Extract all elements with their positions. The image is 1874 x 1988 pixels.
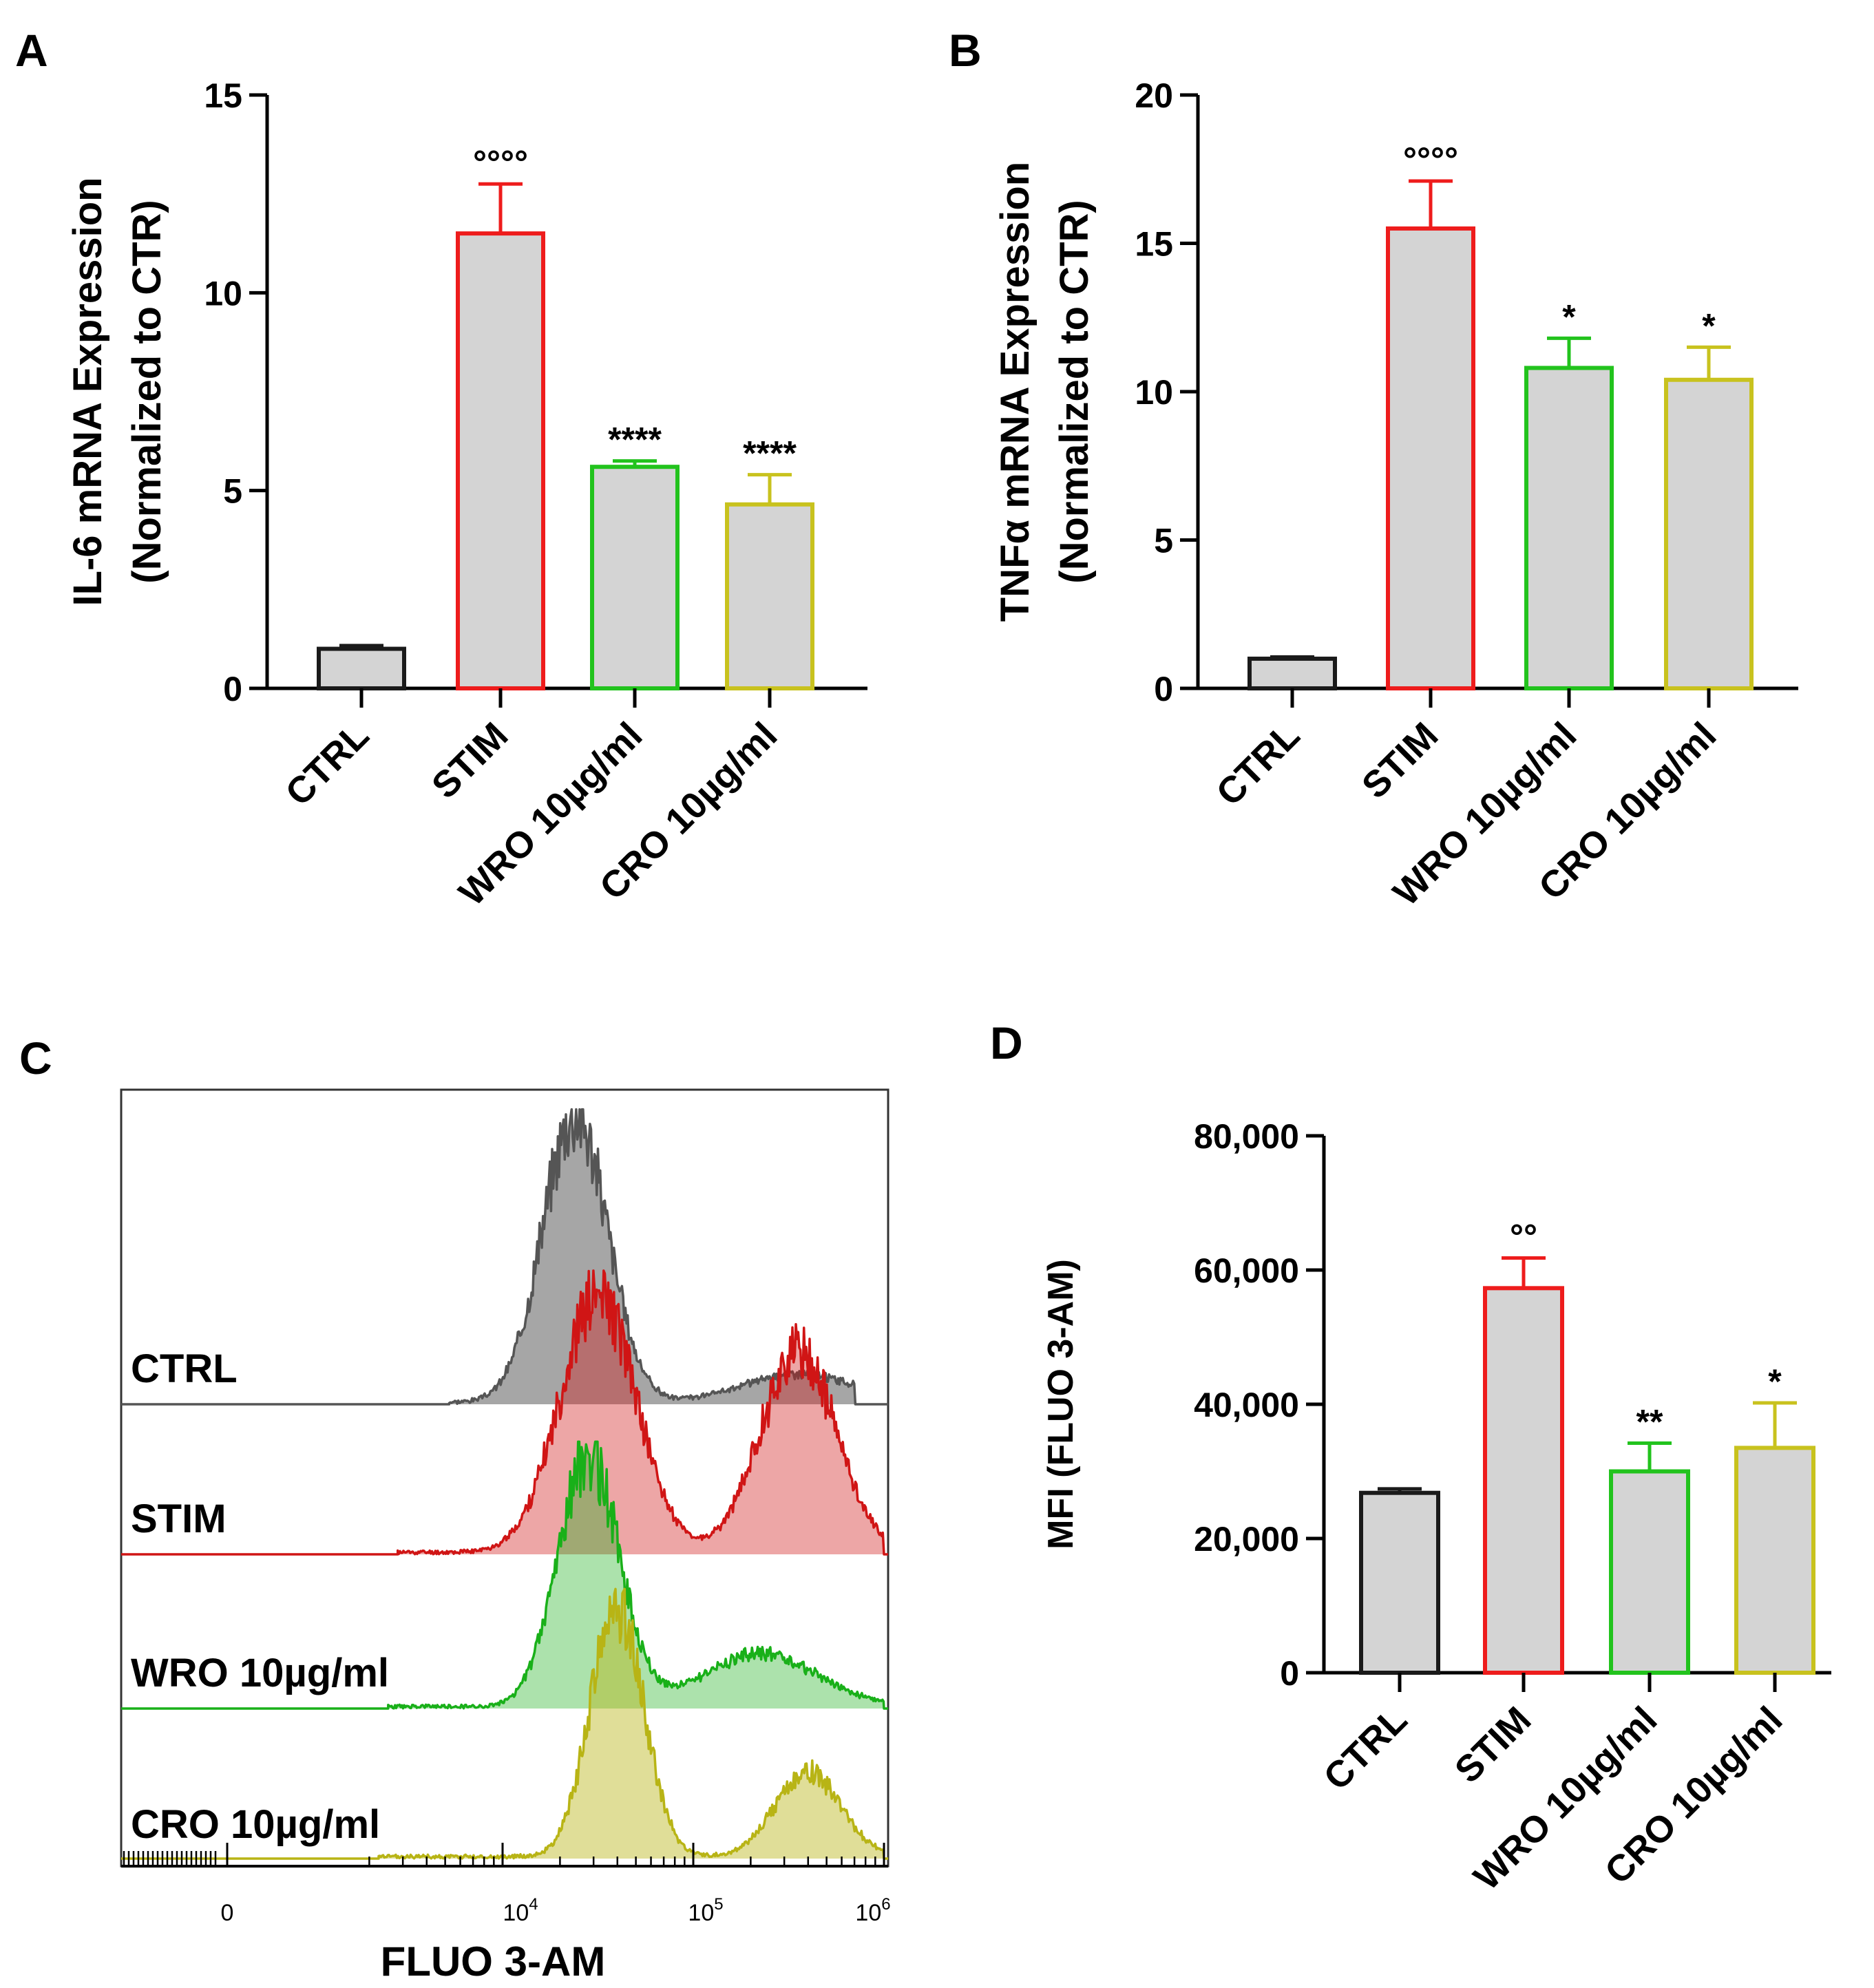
bar-3 <box>1664 377 1754 690</box>
y-tick-label: 0 <box>1280 1654 1299 1693</box>
panel-c-flow-histogram: CTRL STIM WRO 10µg/ml CRO 10µg/ml 0 104 105 106… <box>120 1088 891 1985</box>
y-axis-label: MFI (FLUO 3-AM) <box>1041 1259 1081 1550</box>
category-label: STIM <box>1354 715 1446 807</box>
x-tick-exponent: 5 <box>714 1895 723 1914</box>
y-tick-label: 15 <box>204 76 242 115</box>
category-label: STIM <box>424 715 516 807</box>
y-tick-label: 40,000 <box>1194 1386 1299 1424</box>
significance-mark: °°°° <box>473 143 528 182</box>
series-label: WRO 10µg/ml <box>131 1651 389 1695</box>
bar-0 <box>1247 656 1337 691</box>
significance-mark: **** <box>608 421 662 459</box>
category-label: STIM <box>1447 1699 1539 1791</box>
x-tick-label: 104 <box>503 1895 538 1926</box>
panel-label-c: C <box>19 1033 52 1083</box>
bar-1 <box>1483 1286 1564 1675</box>
significance-mark: * <box>1562 297 1576 336</box>
category-label: CTRL <box>277 715 377 814</box>
y-tick-label: 10 <box>204 274 242 313</box>
category-label: CTRL <box>1208 715 1307 814</box>
panel-label-d: D <box>990 1017 1023 1068</box>
bar-3 <box>1734 1446 1815 1675</box>
y-tick-label: 5 <box>223 472 242 511</box>
histogram-line-1 <box>121 1269 888 1556</box>
x-tick-label: 105 <box>688 1895 723 1926</box>
y-tick-label: 20,000 <box>1194 1520 1299 1558</box>
x-tick-label: 106 <box>855 1895 890 1926</box>
panel-label-a: A <box>15 25 48 76</box>
significance-mark: **** <box>743 434 797 473</box>
y-axis-label-line2: (Normalized to CTR) <box>1052 200 1097 583</box>
significance-mark: * <box>1768 1362 1782 1401</box>
y-axis-label-line1: TNFα mRNA Expression <box>993 162 1038 622</box>
series-label: STIM <box>131 1497 227 1541</box>
significance-mark: °°°° <box>1403 140 1458 179</box>
bar-0 <box>1359 1490 1440 1675</box>
x-tick-exponent: 4 <box>529 1895 538 1914</box>
x-tick-exponent: 6 <box>881 1895 890 1914</box>
bar-2 <box>1609 1469 1690 1675</box>
bar-2 <box>1524 366 1614 691</box>
y-tick-label: 0 <box>1154 670 1173 708</box>
y-tick-label: 10 <box>1135 373 1173 412</box>
histogram-area-3 <box>379 1589 884 1859</box>
y-tick-label: 80,000 <box>1194 1117 1299 1156</box>
y-axis-label-line1: IL-6 mRNA Expression <box>65 177 110 606</box>
bar-1 <box>456 231 545 690</box>
bar-0 <box>317 646 406 690</box>
significance-mark: ** <box>1636 1403 1663 1441</box>
significance-mark: * <box>1702 306 1716 345</box>
bar-3 <box>725 502 814 691</box>
histogram-area-0 <box>449 1109 856 1404</box>
y-tick-label: 20 <box>1135 76 1173 115</box>
bar-2 <box>590 465 680 690</box>
x-axis-label: FLUO 3-AM <box>381 1938 606 1985</box>
y-tick-label: 60,000 <box>1194 1251 1299 1290</box>
histogram-line-2 <box>121 1440 888 1710</box>
significance-mark: °° <box>1510 1217 1537 1256</box>
series-label: CTRL <box>131 1346 238 1391</box>
y-tick-label: 0 <box>223 670 242 708</box>
histogram-area-1 <box>397 1270 884 1554</box>
y-tick-label: 5 <box>1154 522 1173 560</box>
series-label: CRO 10µg/ml <box>131 1802 380 1847</box>
y-tick-label: 15 <box>1135 225 1173 264</box>
histogram-line-3 <box>121 1587 888 1860</box>
x-tick-label: 0 <box>221 1900 234 1926</box>
y-axis-label-line2: (Normalized to CTR) <box>125 200 169 583</box>
panel-label-b: B <box>949 25 982 76</box>
category-label: CTRL <box>1316 1699 1415 1798</box>
bar-1 <box>1386 226 1475 690</box>
